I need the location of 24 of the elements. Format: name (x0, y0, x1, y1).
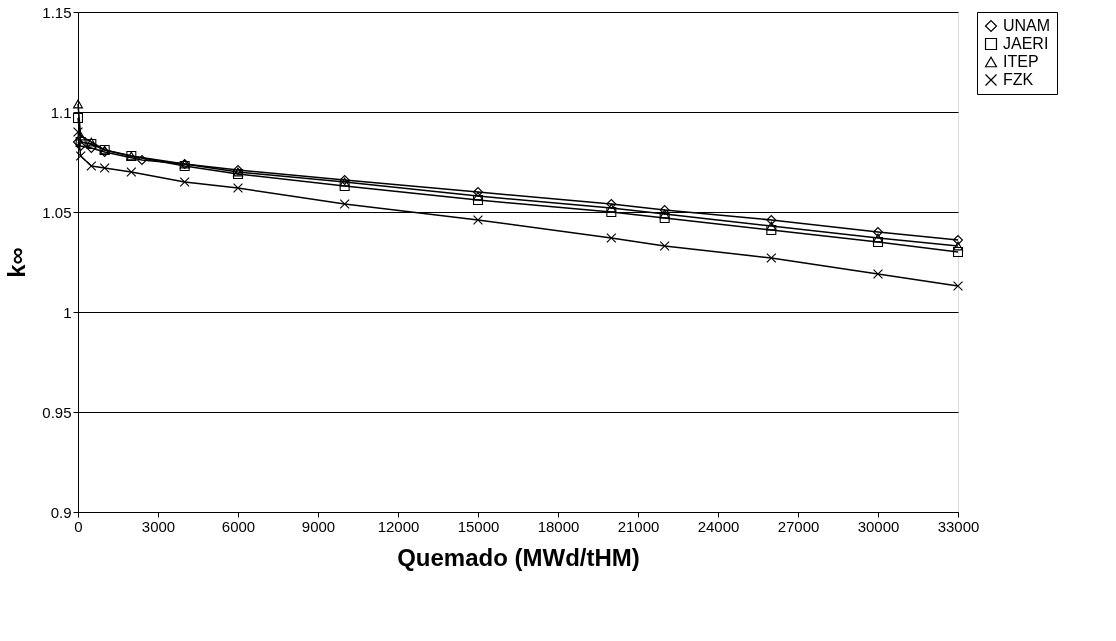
x-tick-label: 18000 (537, 517, 580, 535)
x-tick-label: 30000 (857, 517, 900, 535)
x-tick-label: 27000 (777, 517, 820, 535)
y-tick-label: 1.05 (42, 203, 72, 221)
x-tick-label: 6000 (221, 517, 256, 535)
x-tick-label: 12000 (377, 517, 420, 535)
x-tick-label: 24000 (697, 517, 740, 535)
x-tick-label: 3000 (141, 517, 176, 535)
y-axis-title: k∞ (3, 247, 31, 278)
legend-label: ITEP (1003, 53, 1039, 70)
x-tick-label: 15000 (457, 517, 500, 535)
y-tick-label: 1.15 (42, 3, 72, 21)
y-tick-label: 0.9 (50, 503, 72, 521)
legend-label: UNAM (1003, 17, 1051, 34)
legend-label: FZK (1003, 71, 1034, 88)
y-tick-label: 1.1 (50, 103, 72, 121)
x-tick-label: 33000 (937, 517, 980, 535)
y-tick-label: 1 (63, 303, 72, 321)
x-tick-label: 9000 (301, 517, 336, 535)
legend-label: JAERI (1003, 35, 1049, 52)
x-axis-title: Quemado (MWd/tHM) (397, 543, 640, 571)
x-tick-label: 0 (74, 517, 83, 535)
y-tick-label: 0.95 (42, 403, 72, 421)
x-tick-label: 21000 (617, 517, 660, 535)
